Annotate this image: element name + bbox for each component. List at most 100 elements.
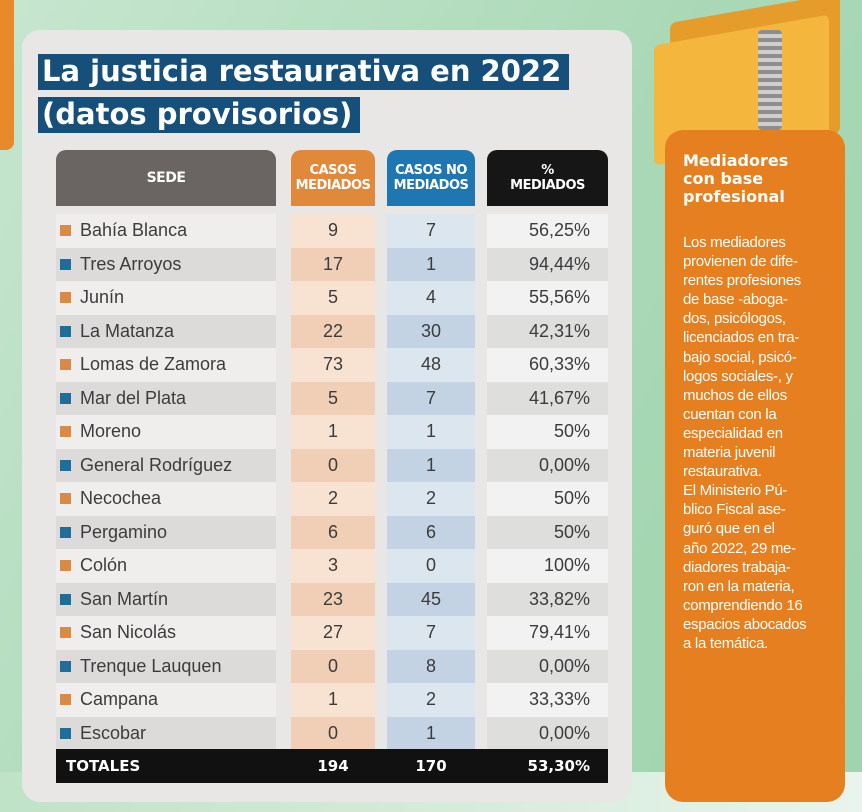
square-bullet-icon xyxy=(60,593,71,605)
sidebar-title-line: con base xyxy=(683,169,764,188)
cell-pct: 33,82% xyxy=(487,582,608,616)
sede-name: Escobar xyxy=(80,722,147,743)
title-line-2: (datos provisorios) xyxy=(38,97,361,133)
sidebar-body-line: especialidad en xyxy=(683,424,783,442)
totals-label: TOTALES xyxy=(66,757,141,775)
cell-no-mediados: 8 xyxy=(387,649,475,683)
table-row: Tres Arroyos 17 1 94,44% xyxy=(56,247,608,281)
cell-casos: 9 xyxy=(291,214,375,248)
zipper-icon xyxy=(758,30,782,130)
cell-sede: Colón xyxy=(56,549,276,583)
sede-name: Bahía Blanca xyxy=(80,220,188,241)
table-row: Escobar 0 1 0,00% xyxy=(56,716,608,750)
cell-pct: 79,41% xyxy=(487,616,608,650)
folder-zipper-icon xyxy=(640,0,862,166)
sidebar-body-line: de base -aboga- xyxy=(683,291,788,309)
sede-name: Tres Arroyos xyxy=(80,253,182,274)
cell-pct: 60,33% xyxy=(487,348,608,382)
sede-name: Lomas de Zamora xyxy=(80,354,227,375)
sede-name: La Matanza xyxy=(80,320,175,341)
header-pct-line2: MEDIADOS xyxy=(510,178,585,193)
cell-casos: 5 xyxy=(291,281,375,315)
square-bullet-icon xyxy=(60,493,71,505)
cell-pct: 41,67% xyxy=(487,381,608,415)
table-body: Bahía Blanca 9 7 56,25% Tres Arroyos 17 … xyxy=(56,214,608,750)
cell-pct: 42,31% xyxy=(487,314,608,348)
cell-sede: San Martín xyxy=(56,582,276,616)
cell-sede: San Nicolás xyxy=(56,616,276,650)
totals-pct: 53,30% xyxy=(527,757,590,775)
header-casos-line2: MEDIADOS xyxy=(295,178,371,193)
cell-casos: 0 xyxy=(291,716,375,750)
sede-name: Mar del Plata xyxy=(80,387,187,408)
sidebar-body: Los mediadores provienen de dife- rentes… xyxy=(683,233,837,653)
square-bullet-icon xyxy=(60,426,71,438)
cell-sede: Campana xyxy=(56,683,276,717)
header-pct-line1: % xyxy=(541,163,554,178)
cell-no-mediados: 7 xyxy=(387,616,475,650)
cell-pct: 100% xyxy=(487,549,608,583)
sidebar-body-line: logos sociales-, y xyxy=(683,367,793,385)
table-row: Necochea 2 2 50% xyxy=(56,482,608,516)
header-no-line1: CASOS NO xyxy=(395,163,467,178)
page-title: La justicia restaurativa en 2022 (datos … xyxy=(38,50,570,136)
cell-pct: 56,25% xyxy=(487,214,608,248)
cell-sede: Lomas de Zamora xyxy=(56,348,276,382)
cell-sede: Moreno xyxy=(56,415,276,449)
sede-name: General Rodríguez xyxy=(80,454,233,475)
sidebar-body-line: comprendiendo 16 xyxy=(683,596,803,614)
square-bullet-icon xyxy=(60,660,71,672)
cell-no-mediados: 48 xyxy=(387,348,475,382)
cell-sede: Tres Arroyos xyxy=(56,247,276,281)
cell-casos: 2 xyxy=(291,482,375,516)
cell-pct: 50% xyxy=(487,515,608,549)
table-row: Pergamino 6 6 50% xyxy=(56,515,608,549)
cell-sede: General Rodríguez xyxy=(56,448,276,482)
table-row: General Rodríguez 0 1 0,00% xyxy=(56,448,608,482)
sidebar-body-line: cuentan con la xyxy=(683,405,777,423)
cell-pct: 50% xyxy=(487,482,608,516)
decorative-strip xyxy=(0,0,14,150)
sidebar-body-line: provienen de dife- xyxy=(683,253,798,271)
cell-no-mediados: 45 xyxy=(387,582,475,616)
cell-casos: 1 xyxy=(291,683,375,717)
cell-casos: 0 xyxy=(291,649,375,683)
sidebar-body-line: a la temática. xyxy=(683,634,769,652)
cell-pct: 50% xyxy=(487,415,608,449)
sidebar-body-line: muchos de ellos xyxy=(683,386,787,404)
cell-pct: 55,56% xyxy=(487,281,608,315)
sidebar-body-line: blico Fiscal ase- xyxy=(683,501,786,519)
cell-casos: 27 xyxy=(291,616,375,650)
sidebar-body-line: licenciados en tra- xyxy=(683,329,800,347)
cell-sede: Junín xyxy=(56,281,276,315)
cell-no-mediados: 4 xyxy=(387,281,475,315)
sidebar-title: Mediadores con base profesional xyxy=(683,152,833,206)
sidebar-body-line: diadores trabaja- xyxy=(683,558,791,576)
cell-sede: Necochea xyxy=(56,482,276,516)
cell-sede: Mar del Plata xyxy=(56,381,276,415)
sidebar-title-line: Mediadores xyxy=(683,151,789,170)
cell-no-mediados: 1 xyxy=(387,716,475,750)
title-line-1: La justicia restaurativa en 2022 xyxy=(38,54,570,90)
cell-no-mediados: 7 xyxy=(387,214,475,248)
cell-no-mediados: 1 xyxy=(387,415,475,449)
table-row: Lomas de Zamora 73 48 60,33% xyxy=(56,348,608,382)
cell-casos: 5 xyxy=(291,381,375,415)
sidebar-body-line: ron en la materia, xyxy=(683,577,795,595)
header-sede: SEDE xyxy=(56,150,276,206)
header-pct-mediados: % MEDIADOS xyxy=(487,150,608,206)
table-row: Bahía Blanca 9 7 56,25% xyxy=(56,214,608,248)
totals-no-mediados: 170 xyxy=(415,757,447,775)
sede-name: Necochea xyxy=(80,488,162,509)
square-bullet-icon xyxy=(60,258,71,270)
sidebar-title-line: profesional xyxy=(683,187,785,206)
header-casos-mediados: CASOS MEDIADOS xyxy=(291,150,375,206)
table-row: La Matanza 22 30 42,31% xyxy=(56,314,608,348)
table-row: Moreno 1 1 50% xyxy=(56,415,608,449)
cell-casos: 73 xyxy=(291,348,375,382)
header-casos-line1: CASOS xyxy=(309,163,357,178)
sede-name: Colón xyxy=(80,555,128,576)
cell-sede: Escobar xyxy=(56,716,276,750)
table-row: Mar del Plata 5 7 41,67% xyxy=(56,381,608,415)
cell-pct: 94,44% xyxy=(487,247,608,281)
